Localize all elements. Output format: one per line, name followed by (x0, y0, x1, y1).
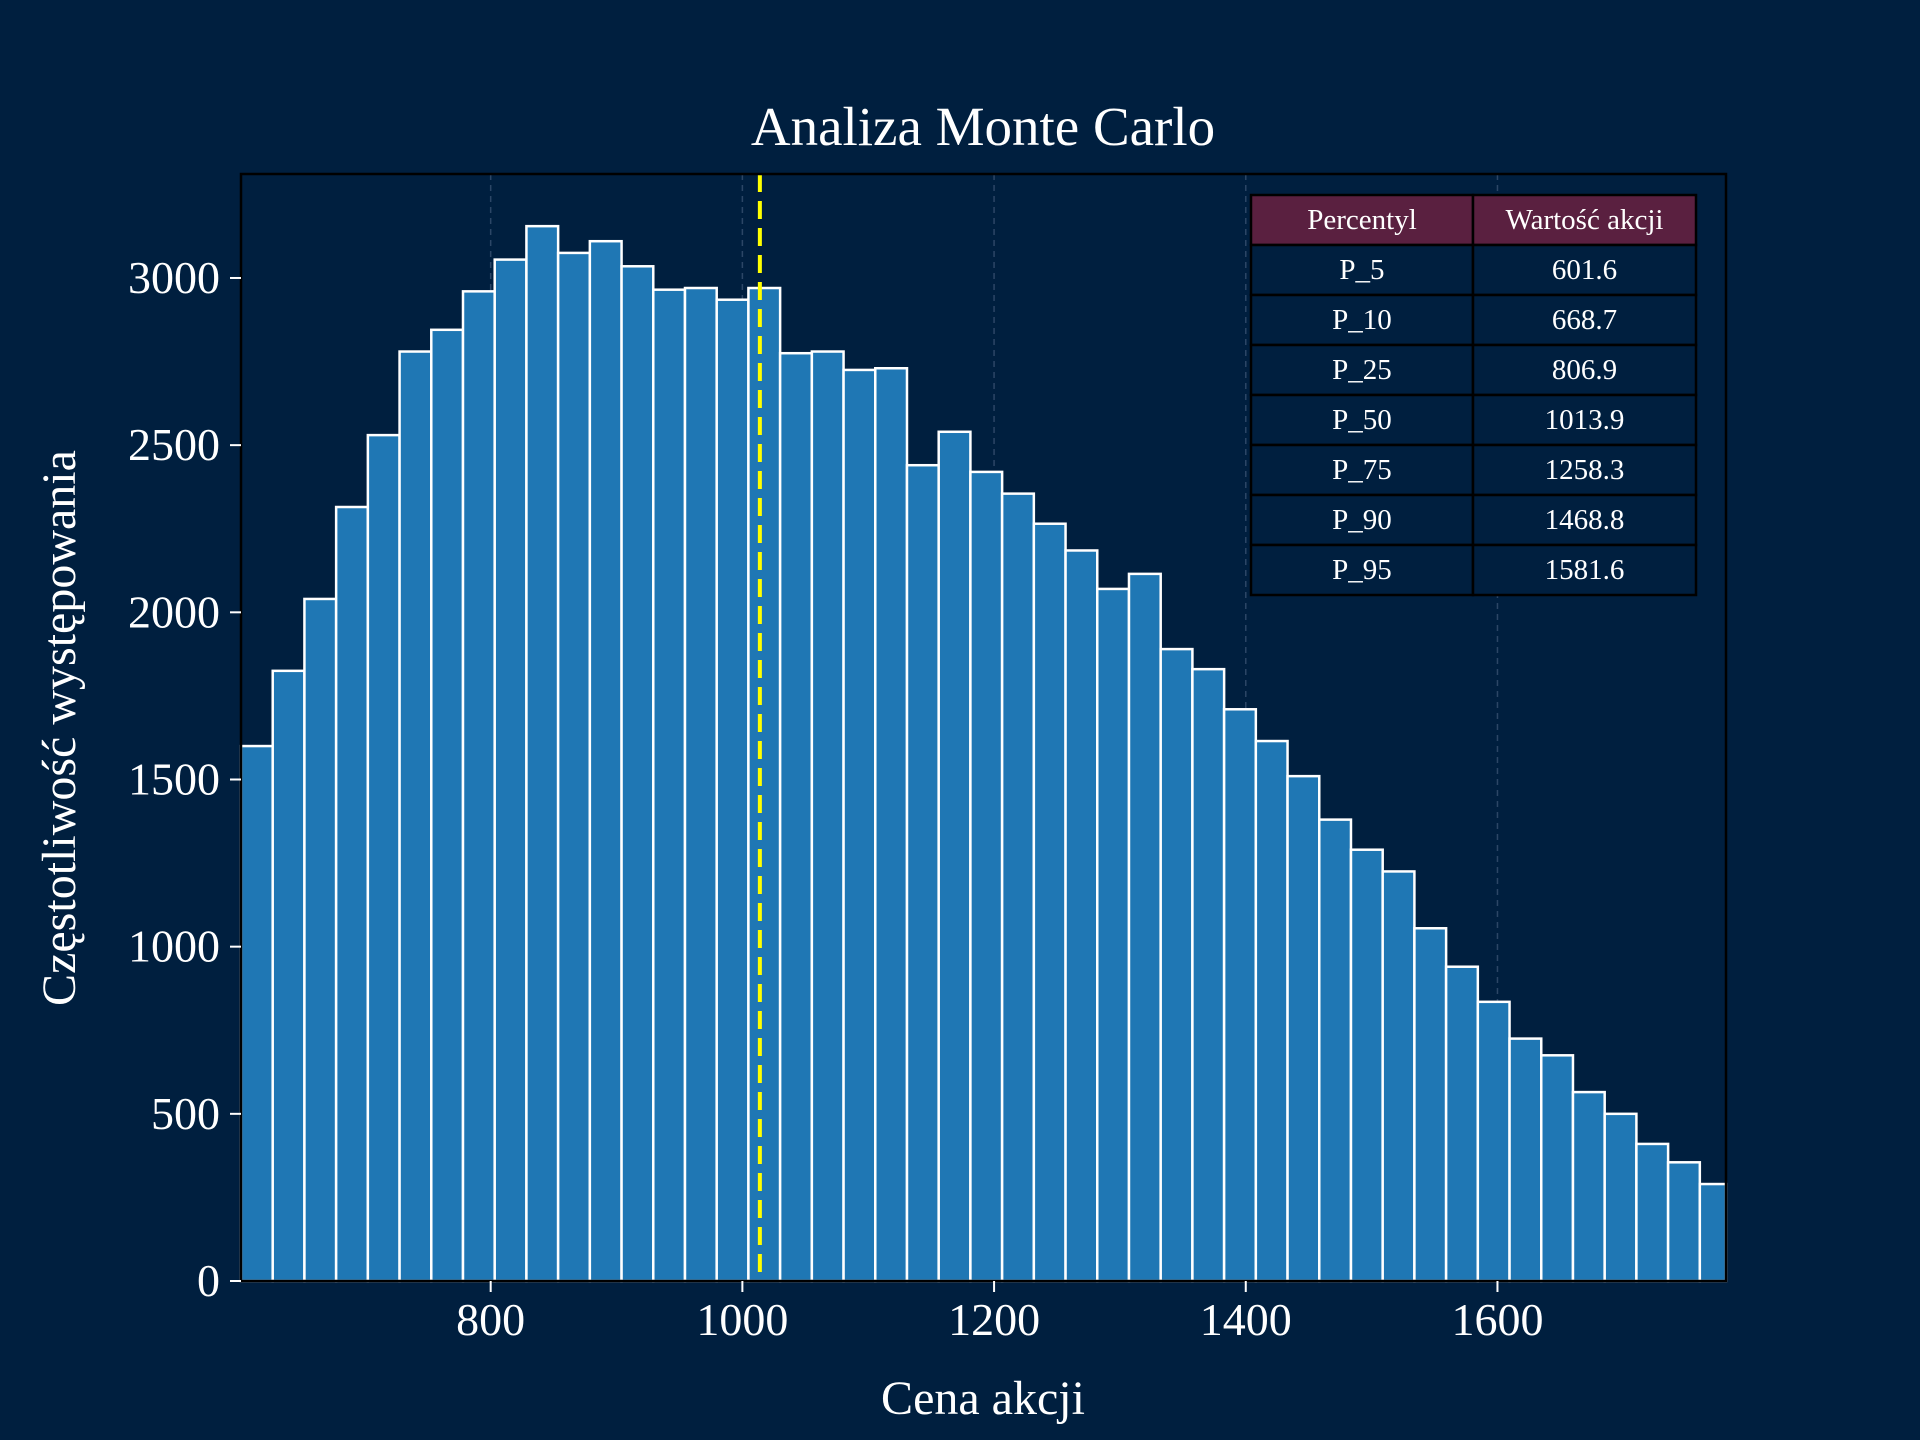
table-cell (1471, 343, 1698, 397)
percentile-table: Percentyl Wartość akcji P_5 601.6 P_10 668.7 P… (1249, 193, 1698, 597)
y-tick-label: 2500 (128, 419, 220, 470)
histogram-bar (1064, 549, 1099, 1283)
x-tick-label: 1400 (1200, 1294, 1292, 1345)
histogram-bar (778, 351, 814, 1283)
table-percentile-value: 668.7 (1552, 304, 1617, 336)
table-cell (1249, 343, 1475, 397)
chart-title: Analiza Monte Carlo (751, 96, 1215, 157)
histogram-bar (810, 350, 845, 1283)
table-percentile-value: 1258.3 (1545, 454, 1625, 486)
histogram-bar (271, 669, 306, 1283)
table-percentile-name: P_50 (1332, 404, 1392, 436)
histogram-bar (1254, 739, 1289, 1283)
table-cell (1471, 393, 1698, 447)
table-percentile-name: P_10 (1332, 304, 1392, 336)
table-cell (1249, 543, 1475, 597)
table-cell (1471, 293, 1698, 347)
y-tick-label: 3000 (128, 252, 220, 303)
histogram-bar (556, 251, 592, 1283)
histogram-bar (620, 265, 655, 1283)
histogram-bar (1571, 1090, 1606, 1283)
histogram-bar (905, 463, 940, 1283)
histogram-bar (1603, 1112, 1638, 1283)
histogram-bar (1286, 774, 1321, 1283)
y-tick-label: 0 (197, 1255, 220, 1306)
histogram-bar (398, 350, 433, 1283)
histogram-bar (303, 597, 338, 1283)
x-tick-label: 1600 (1451, 1294, 1543, 1345)
y-tick-label: 2000 (128, 586, 220, 637)
histogram-bar (1000, 492, 1036, 1283)
histogram-bar (366, 433, 401, 1283)
table-percentile-value: 1581.6 (1545, 554, 1625, 586)
table-percentile-name: P_95 (1332, 554, 1392, 586)
y-axis-ticks: 0 500 1000 1500 2000 2500 3000 (128, 252, 241, 1306)
y-tick-label: 500 (151, 1088, 220, 1139)
histogram-bar (461, 290, 496, 1283)
table-cell (1471, 443, 1698, 497)
histogram-bar (1508, 1037, 1543, 1283)
histogram-bar (1444, 965, 1480, 1283)
histogram-bar (430, 328, 465, 1283)
histogram-bar (1096, 587, 1131, 1283)
histogram-bar (1349, 848, 1384, 1283)
table-percentile-name: P_5 (1339, 254, 1384, 286)
histogram-bar (874, 367, 909, 1283)
histogram-bar (1666, 1161, 1702, 1283)
table-header-cell (1471, 193, 1698, 247)
histogram-bar (1413, 927, 1448, 1283)
histogram-bar (1159, 647, 1194, 1283)
table-percentile-name: P_90 (1332, 504, 1392, 536)
histogram-bar (1032, 522, 1067, 1283)
x-tick-label: 800 (456, 1294, 525, 1345)
histogram-bar (1127, 572, 1162, 1283)
histogram-bar (683, 286, 718, 1283)
histogram-bar (969, 470, 1004, 1283)
histogram-bar (715, 298, 750, 1283)
histogram-bar (334, 505, 370, 1283)
table-percentile-name: P_25 (1332, 354, 1392, 386)
table-percentile-value: 601.6 (1552, 254, 1617, 286)
histogram-bar (1540, 1054, 1575, 1283)
histogram-bar (1476, 1000, 1511, 1283)
x-axis-ticks: 800 1000 1200 1400 1600 (456, 1281, 1543, 1345)
table-cell (1249, 393, 1475, 447)
histogram-bar (525, 224, 560, 1283)
table-cell (1249, 293, 1475, 347)
x-tick-label: 1000 (696, 1294, 788, 1345)
plot-area-frame (239, 172, 1728, 1283)
histogram-bar (1698, 1182, 1728, 1283)
table-cell (1471, 543, 1698, 597)
table-cell (1471, 493, 1698, 547)
histogram-bar (588, 239, 623, 1283)
histogram-bar (937, 430, 972, 1283)
x-axis-label: Cena akcji (881, 1372, 1085, 1425)
histogram-bar (1381, 870, 1416, 1283)
y-tick-label: 1000 (128, 921, 220, 972)
table-header-wartosc: Wartość akcji (1506, 204, 1664, 236)
histogram-bar (1191, 667, 1226, 1283)
histogram-bar (1635, 1142, 1670, 1283)
table-header-percentyl: Percentyl (1307, 204, 1417, 236)
x-tick-label: 1200 (948, 1294, 1040, 1345)
histogram-bar (1222, 708, 1258, 1283)
table-percentile-value: 806.9 (1552, 354, 1617, 386)
histogram-bar (1318, 818, 1353, 1283)
table-percentile-value: 1013.9 (1545, 404, 1625, 436)
y-tick-label: 1500 (128, 753, 220, 804)
table-header-cell (1249, 193, 1475, 247)
histogram-bar (652, 288, 687, 1283)
histogram-bar (842, 368, 877, 1283)
histogram-bar (493, 258, 528, 1283)
table-percentile-name: P_75 (1332, 454, 1392, 486)
table-percentile-value: 1468.8 (1545, 504, 1625, 536)
histogram-bar (747, 286, 782, 1283)
table-cell (1471, 243, 1698, 297)
histogram-bar (239, 744, 274, 1283)
y-axis-label: Częstotliwość występowania (33, 450, 86, 1006)
